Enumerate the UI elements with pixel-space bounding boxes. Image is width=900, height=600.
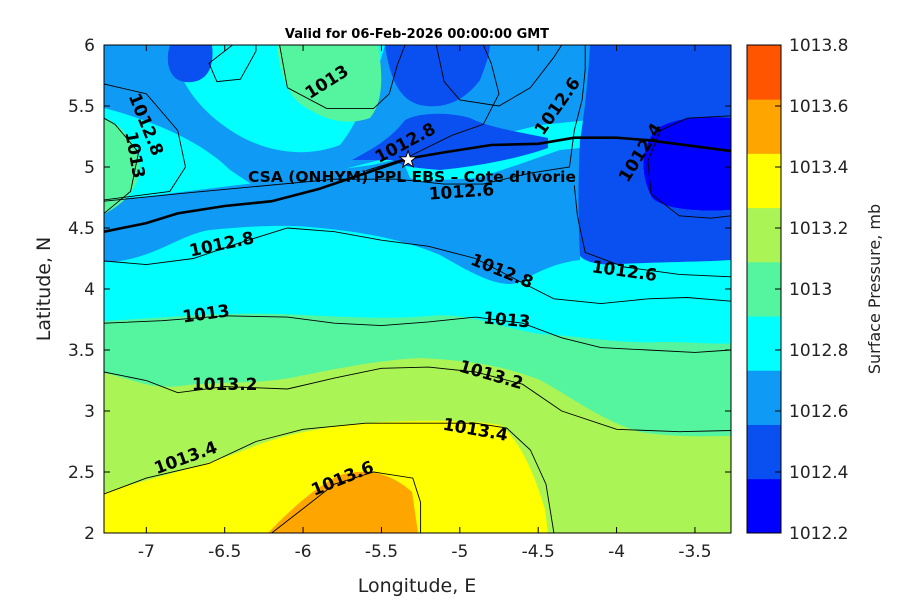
x-tick-label-2: -6: [295, 542, 312, 562]
colorbar-tick-label-6: 1013.4: [789, 158, 848, 178]
contour-label-6: 1012.6: [428, 180, 495, 205]
station-label: CSA (ONHYM) PPL EBS – Cote d’Ivorie: [248, 168, 576, 186]
y-tick-label-1: 2.5: [68, 463, 95, 483]
band-1013-6: [268, 471, 418, 533]
x-axis: -7 -6.5 -6 -5.5 -5 -4.5 -4 -3.5: [138, 45, 712, 562]
x-tick-label-5: -4.5: [522, 542, 555, 562]
colorbar-tick-label-7: 1013.6: [789, 97, 848, 117]
contour-line-3: [208, 45, 257, 83]
band-1012-4-patch-center: [352, 113, 548, 170]
x-tick-label-7: -3.5: [678, 542, 711, 562]
contour-line-6: [104, 227, 731, 305]
band-1012-2-east: [643, 117, 731, 211]
y-tick-label-7: 5.5: [68, 97, 95, 117]
y-tick-label-0: 2: [84, 524, 95, 544]
band-1012-6-south: [104, 148, 580, 284]
y-tick-label-8: 6: [84, 36, 95, 56]
y-tick-label-5: 4.5: [68, 219, 95, 239]
y-axis: 2 2.5 3 3.5 4 4.5 5 5.5 6: [68, 36, 731, 544]
colorbar-tick-label-1: 1012.4: [789, 463, 848, 483]
contour-label-12: 1013.2: [192, 375, 258, 395]
colorbar-swatch-2: [747, 370, 781, 425]
colorbar-tick-label-5: 1013.2: [789, 219, 848, 239]
contour-line-9: [279, 45, 406, 109]
contour-line-2: [647, 115, 731, 219]
contour-line-10: [104, 315, 731, 353]
colorbar-swatch-7: [747, 99, 781, 154]
y-tick-label-3: 3.5: [68, 341, 95, 361]
x-tick-label-4: -5: [451, 542, 468, 562]
x-tick-label-3: -5.5: [365, 542, 398, 562]
y-tick-label-6: 5: [84, 158, 95, 178]
colorbar-swatch-6: [747, 153, 781, 209]
x-tick-label-0: -7: [138, 542, 155, 562]
y-tick-label-2: 3: [84, 402, 95, 422]
chart-title: Valid for 06-Feb-2026 00:00:00 GMT: [285, 27, 549, 42]
station-star-icon: [398, 149, 419, 169]
band-1012-4-patch-north: [385, 45, 490, 107]
colorbar-swatch-3: [747, 316, 781, 371]
plot-area: 10131012.81012.810131012.61012.41012.610…: [104, 45, 731, 533]
x-tick-label-1: -6.5: [208, 542, 241, 562]
colorbar-tick-label-2: 1012.6: [789, 402, 848, 422]
contour-line-5: [104, 83, 186, 201]
colorbar-label: Surface Pressure, mb: [865, 204, 884, 374]
colorbar-tick-label-8: 1013.8: [789, 36, 848, 56]
colorbar-swatch-0: [747, 478, 781, 534]
coastline: [104, 136, 731, 233]
y-axis-label: Latitude, N: [33, 237, 55, 342]
coastline-layer: [104, 136, 731, 233]
colorbar-tick-label-3: 1012.8: [789, 341, 848, 361]
band-1012-4-patch-west: [167, 45, 213, 83]
contour-line-1: [573, 185, 731, 278]
contour-label-11: 1013: [482, 308, 531, 332]
contour-line-12: [104, 422, 555, 533]
contour-line-11: [104, 366, 731, 433]
band-1012-4-east: [578, 45, 731, 265]
colorbar-tick-label-0: 1012.2: [789, 524, 848, 544]
colorbar-swatch-5: [747, 207, 781, 263]
x-tick-label-6: -4: [608, 542, 625, 562]
contour-lines-layer: [104, 45, 731, 533]
band-1013-4: [104, 420, 548, 533]
band-1013-island: [277, 45, 382, 122]
contour-line-4: [435, 45, 563, 107]
contour-line-8: [104, 117, 139, 214]
colorbar-swatch-1: [747, 424, 781, 480]
x-axis-label: Longitude, E: [358, 575, 477, 597]
contour-line-0: [104, 45, 586, 202]
colorbar: 1012.2 1012.4 1012.6 1012.8 1013 1013.2 1013.4…: [746, 36, 848, 544]
contour-line-13: [271, 471, 422, 533]
colorbar-tick-label-4: 1013: [789, 280, 832, 300]
colorbar-swatch-8: [747, 45, 781, 100]
y-tick-label-4: 4: [84, 280, 95, 300]
